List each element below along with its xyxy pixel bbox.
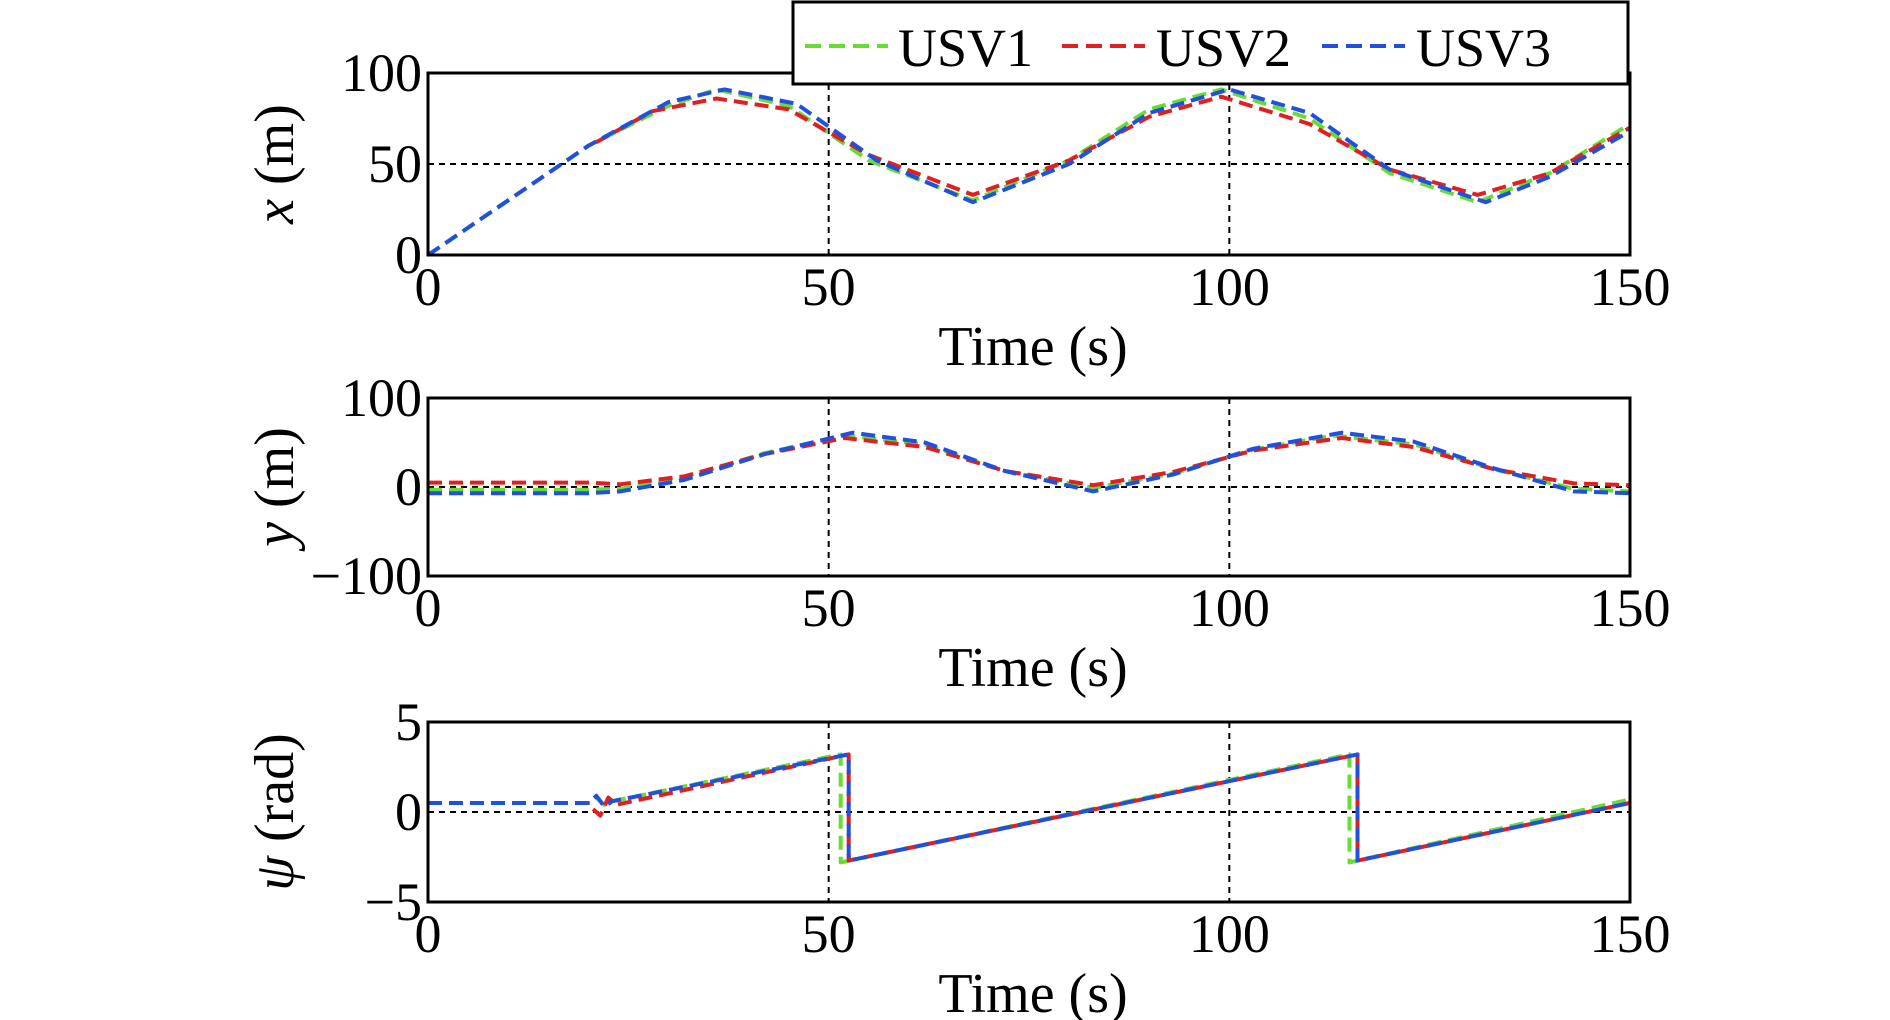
series-line-x-usv3 — [428, 87, 1630, 255]
series-line-y-usv3 — [428, 430, 1630, 496]
x-tick-label-psi-2: 100 — [1189, 904, 1270, 964]
x-tick-label-x-0: 0 — [415, 257, 442, 317]
series-line-x-usv2 — [595, 94, 1630, 197]
x-axis-label-y: Time (s) — [938, 637, 1127, 699]
y-tick-label-x-1: 50 — [368, 134, 422, 194]
series-line-psi-usv2 — [428, 752, 1630, 863]
x-tick-label-y-1: 50 — [802, 578, 856, 638]
legend-label-usv1: USV1 — [898, 18, 1033, 78]
x-tick-label-x-2: 100 — [1189, 257, 1270, 317]
series-line-x-usv1 — [428, 87, 1630, 255]
y-tick-label-psi-0: −5 — [365, 872, 422, 932]
series-line-psi-usv1 — [428, 752, 1630, 865]
y-tick-label-psi-2: 5 — [395, 692, 422, 752]
x-tick-label-psi-3: 150 — [1590, 904, 1671, 964]
x-axis-label-psi: Time (s) — [938, 963, 1127, 1020]
legend-label-usv2: USV2 — [1156, 18, 1291, 78]
legend-label-usv3: USV3 — [1416, 18, 1551, 78]
legend: USV1 USV2 USV3 — [791, 0, 1630, 86]
x-tick-label-psi-0: 0 — [415, 904, 442, 964]
series-line-y-usv2 — [428, 436, 1630, 488]
axes-frame-y — [426, 396, 1632, 578]
x-tick-label-x-3: 150 — [1590, 257, 1671, 317]
x-tick-label-psi-1: 50 — [802, 904, 856, 964]
y-tick-label-y-2: 100 — [341, 368, 422, 428]
y-axis-label-y: y (m) — [244, 427, 306, 552]
y-tick-label-psi-1: 0 — [395, 782, 422, 842]
x-tick-label-y-3: 150 — [1590, 578, 1671, 638]
legend-box — [791, 0, 1630, 86]
y-axis-label-psi: ψ (rad) — [244, 733, 306, 891]
y-tick-label-y-1: 0 — [395, 457, 422, 517]
series-line-psi-usv3 — [428, 752, 1630, 863]
y-tick-label-x-0: 0 — [395, 225, 422, 285]
x-axis-label-x: Time (s) — [938, 316, 1127, 378]
x-tick-label-x-1: 50 — [802, 257, 856, 317]
axes-frame-psi — [426, 720, 1632, 904]
y-axis-label-x: x (m) — [244, 104, 306, 225]
y-tick-label-y-0: −100 — [311, 546, 422, 606]
y-tick-label-x-2: 100 — [341, 43, 422, 103]
x-tick-label-y-2: 100 — [1189, 578, 1270, 638]
panel-x: 0 50 100 150 0 50 100 Time (s) x (m) — [244, 43, 1671, 378]
x-tick-label-y-0: 0 — [415, 578, 442, 638]
